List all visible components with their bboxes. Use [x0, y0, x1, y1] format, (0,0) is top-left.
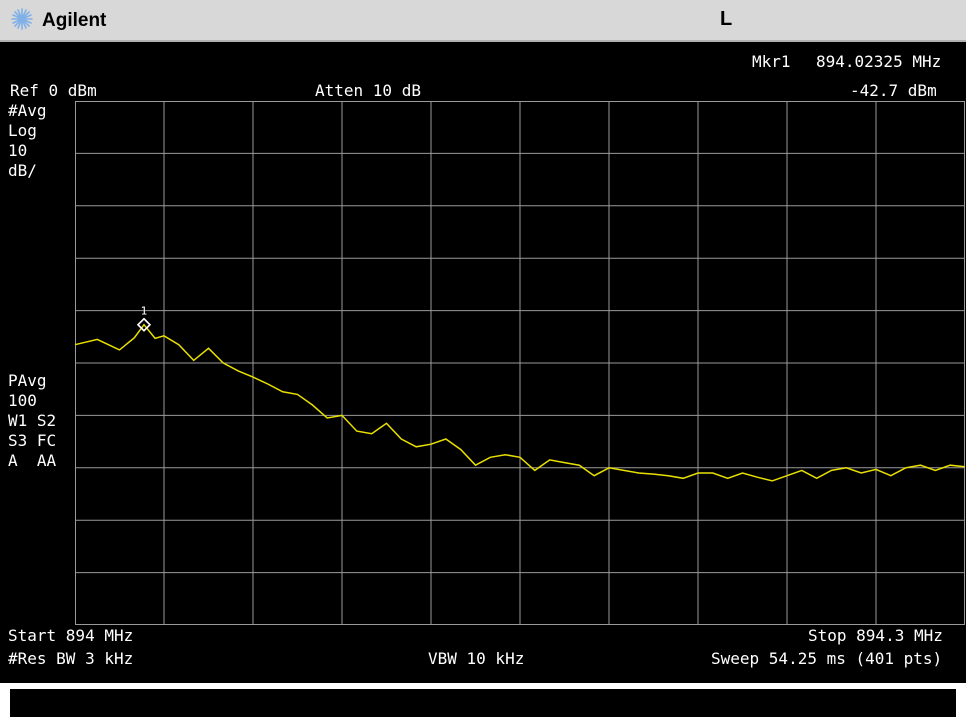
start-frequency: Start 894 MHz: [8, 626, 134, 645]
stop-frequency: Stop 894.3 MHz: [808, 626, 943, 645]
average-flag: #Avg: [8, 101, 47, 120]
remote-indicator: L: [720, 8, 733, 30]
active-entry-box: [10, 689, 956, 717]
trace-window-status: W1 S2: [8, 411, 57, 430]
average-count: 100: [8, 391, 37, 410]
marker-number: 1: [141, 305, 148, 318]
spectrum-plot: 1: [74, 101, 966, 625]
marker-diamond-icon: [136, 317, 152, 332]
reference-level: Ref 0 dBm: [10, 81, 97, 100]
marker-label: Mkr1: [752, 52, 791, 71]
sweep-time: Sweep 54.25 ms (401 pts): [711, 649, 943, 668]
marker-1: 1: [136, 305, 152, 332]
title-bar: Agilent L: [0, 0, 966, 42]
graticule-grid: [75, 101, 965, 625]
attenuation: Atten 10 dB: [315, 81, 421, 100]
scale-type: Log: [8, 121, 37, 140]
scale-value: 10: [8, 141, 28, 160]
trace-status: S3 FC: [8, 431, 57, 450]
trace-mode-status: A AA: [8, 451, 57, 470]
marker-frequency: 894.02325 MHz: [816, 52, 942, 71]
agilent-spark-icon: [10, 7, 34, 36]
marker-level: -42.7 dBm: [850, 81, 937, 100]
brand: Agilent: [10, 7, 107, 36]
brand-name: Agilent: [42, 10, 107, 31]
scale-unit: dB/: [8, 161, 37, 180]
video-bandwidth: VBW 10 kHz: [428, 649, 525, 668]
spectrum-trace: [74, 323, 966, 482]
resolution-bandwidth: #Res BW 3 kHz: [8, 649, 134, 668]
power-average-label: PAvg: [8, 371, 47, 390]
